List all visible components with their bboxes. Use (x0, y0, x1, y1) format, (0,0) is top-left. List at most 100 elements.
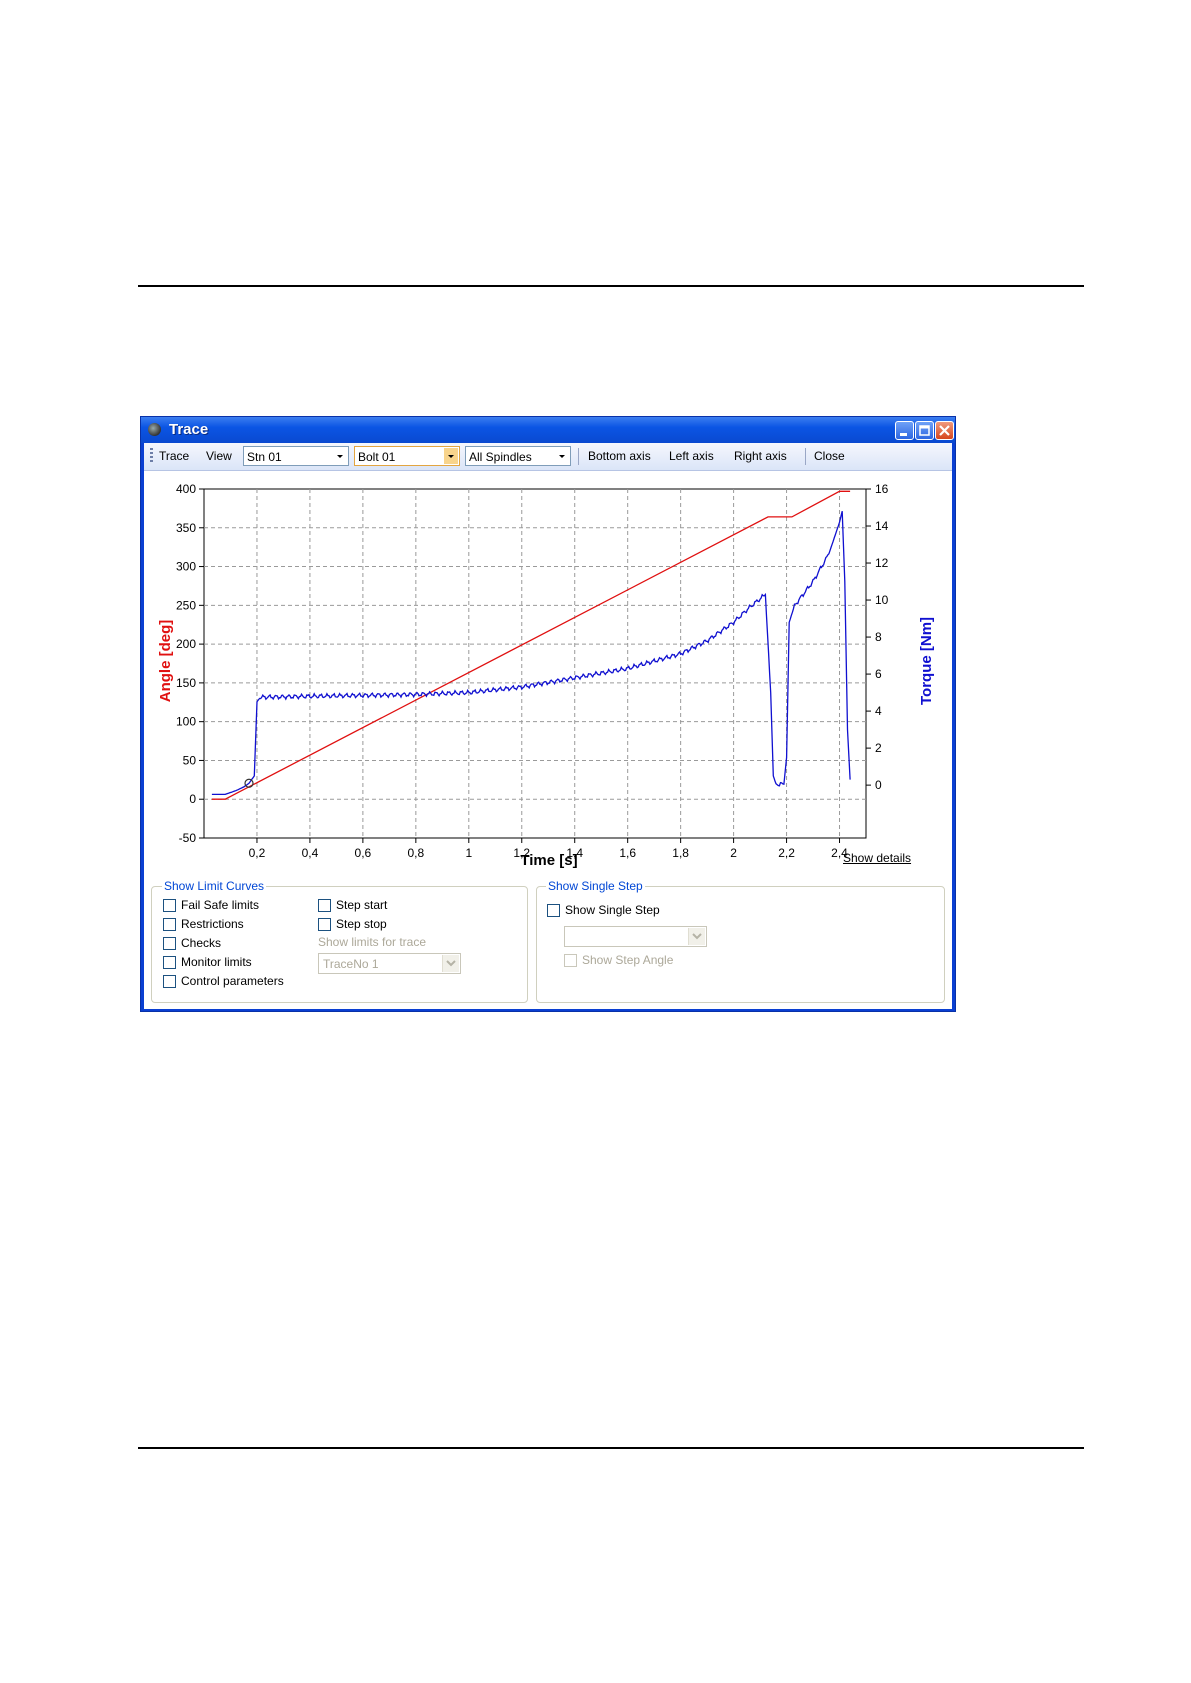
chevron-down-icon (444, 448, 458, 464)
x-tick-label: 2 (730, 846, 737, 860)
x-tick-label: 0,4 (302, 846, 319, 860)
show-limits-for-trace-label: Show limits for trace (318, 935, 427, 949)
x-tick-label: 1,6 (619, 846, 636, 860)
chevron-down-icon (688, 928, 705, 945)
toolbar-separator (805, 448, 806, 465)
y-tick-label: 350 (176, 521, 196, 535)
y-tick-label: 200 (176, 637, 196, 651)
y-tick-label: 300 (176, 560, 196, 574)
maximize-button[interactable] (915, 421, 934, 440)
step-stop-checkbox[interactable] (318, 918, 331, 931)
show-details-link[interactable]: Show details (843, 851, 912, 865)
plot-frame (203, 488, 867, 839)
toolbar-separator (578, 448, 579, 465)
title-bar[interactable]: Trace (141, 417, 955, 443)
y-tick-label: -50 (179, 831, 197, 845)
x-axis-title: Time [s] (520, 852, 577, 869)
close-button[interactable]: Close (814, 449, 845, 463)
minimize-icon (900, 433, 907, 436)
y2-tick-label: 16 (875, 482, 889, 496)
x-tick-label: 0,8 (407, 846, 424, 860)
chevron-down-icon (337, 455, 343, 458)
y2-tick-label: 8 (875, 630, 882, 644)
y2-tick-label: 0 (875, 778, 882, 792)
show-step-angle-checkbox[interactable] (564, 954, 577, 967)
toolbar-grip[interactable] (150, 448, 153, 464)
angle-series-line (211, 490, 851, 800)
trace-menu[interactable]: Trace (159, 449, 190, 463)
x-tick-label: 1 (465, 846, 472, 860)
bottom-axis-button[interactable]: Bottom axis (588, 449, 651, 463)
monitor-limits-label: Monitor limits (181, 955, 252, 969)
step-start-checkbox[interactable] (318, 899, 331, 912)
x-tick-label: 0,6 (355, 846, 372, 860)
spindles-select-value: All Spindles (469, 450, 532, 464)
fail-safe-checkbox[interactable] (163, 899, 176, 912)
trace-start-marker (244, 778, 254, 788)
chevron-down-icon (442, 955, 459, 972)
y2-tick-label: 10 (875, 593, 889, 607)
torque-series-line (211, 511, 851, 796)
close-window-button[interactable] (935, 421, 954, 440)
x-tick-label: 1,2 (513, 846, 530, 860)
station-select-value: Stn 01 (247, 450, 282, 464)
page-rule-bottom (138, 1447, 1084, 1449)
window-title: Trace (169, 421, 209, 438)
y2-tick-label: 2 (875, 741, 882, 755)
single-step-legend: Show Single Step (546, 879, 645, 893)
y-tick-label: 50 (183, 753, 197, 767)
spindles-select[interactable]: All Spindles (465, 446, 571, 466)
y-tick-label: 400 (176, 482, 196, 496)
window-client: Trace View Stn 01 Bolt 01 All Spindles B… (144, 443, 952, 1009)
single-step-group (536, 886, 945, 1003)
step-stop-label: Step stop (336, 917, 387, 931)
show-single-step-label: Show Single Step (565, 903, 660, 917)
x-tick-label: 1,4 (566, 846, 583, 860)
y-tick-label: 250 (176, 598, 196, 612)
x-tick-label: 2,4 (831, 846, 848, 860)
checks-checkbox[interactable] (163, 937, 176, 950)
bolt-select[interactable]: Bolt 01 (354, 446, 460, 466)
trace-no-value: TraceNo 1 (323, 957, 379, 971)
chevron-down-icon (559, 455, 565, 458)
x-tick-label: 2,2 (778, 846, 795, 860)
y-tick-label: 0 (189, 792, 196, 806)
maximize-icon (919, 425, 930, 436)
right-axis-button[interactable]: Right axis (734, 449, 787, 463)
y2-tick-label: 14 (875, 519, 889, 533)
x-tick-label: 0,2 (249, 846, 266, 860)
minimize-button[interactable] (895, 421, 914, 440)
show-step-angle-label: Show Step Angle (582, 953, 674, 967)
x-tick-label: 1,8 (672, 846, 689, 860)
checks-label: Checks (181, 936, 222, 950)
trace-no-select[interactable]: TraceNo 1 (318, 953, 461, 974)
y2-axis-title: Torque [Nm] (918, 617, 935, 705)
restrictions-checkbox[interactable] (163, 918, 176, 931)
page-rule-top (138, 285, 1084, 287)
y-tick-label: 100 (176, 715, 196, 729)
trace-window: Trace Trace View Stn 01 Bolt 01 All Spin… (140, 416, 956, 1012)
monitor-limits-checkbox[interactable] (163, 956, 176, 969)
left-axis-button[interactable]: Left axis (669, 449, 714, 463)
close-icon (939, 425, 950, 436)
step-start-label: Step start (336, 898, 388, 912)
y2-tick-label: 4 (875, 704, 882, 718)
y-axis-title: Angle [deg] (157, 620, 174, 703)
chart-panel: 0,2 0,4 0,6 0,8 1 1,2 1,4 1,6 1,8 2 2,2 2,4 400 350 30… (144, 471, 952, 871)
limit-curves-group (151, 886, 528, 1003)
y2-tick-label: 6 (875, 667, 882, 681)
step-select[interactable] (564, 926, 707, 947)
control-parameters-checkbox[interactable] (163, 975, 176, 988)
station-select[interactable]: Stn 01 (243, 446, 349, 466)
app-icon (148, 423, 161, 436)
restrictions-label: Restrictions (181, 917, 244, 931)
show-single-step-checkbox[interactable] (547, 904, 560, 917)
y-tick-label: 150 (176, 676, 196, 690)
fail-safe-label: Fail Safe limits (181, 898, 260, 912)
view-menu[interactable]: View (206, 449, 232, 463)
limit-curves-legend: Show Limit Curves (162, 879, 267, 893)
control-parameters-label: Control parameters (181, 974, 284, 988)
y2-tick-label: 12 (875, 556, 889, 570)
trace-chart[interactable]: 0,2 0,4 0,6 0,8 1 1,2 1,4 1,6 1,8 2 2,2 2,440035030… (144, 471, 952, 871)
bolt-select-value: Bolt 01 (358, 450, 396, 464)
